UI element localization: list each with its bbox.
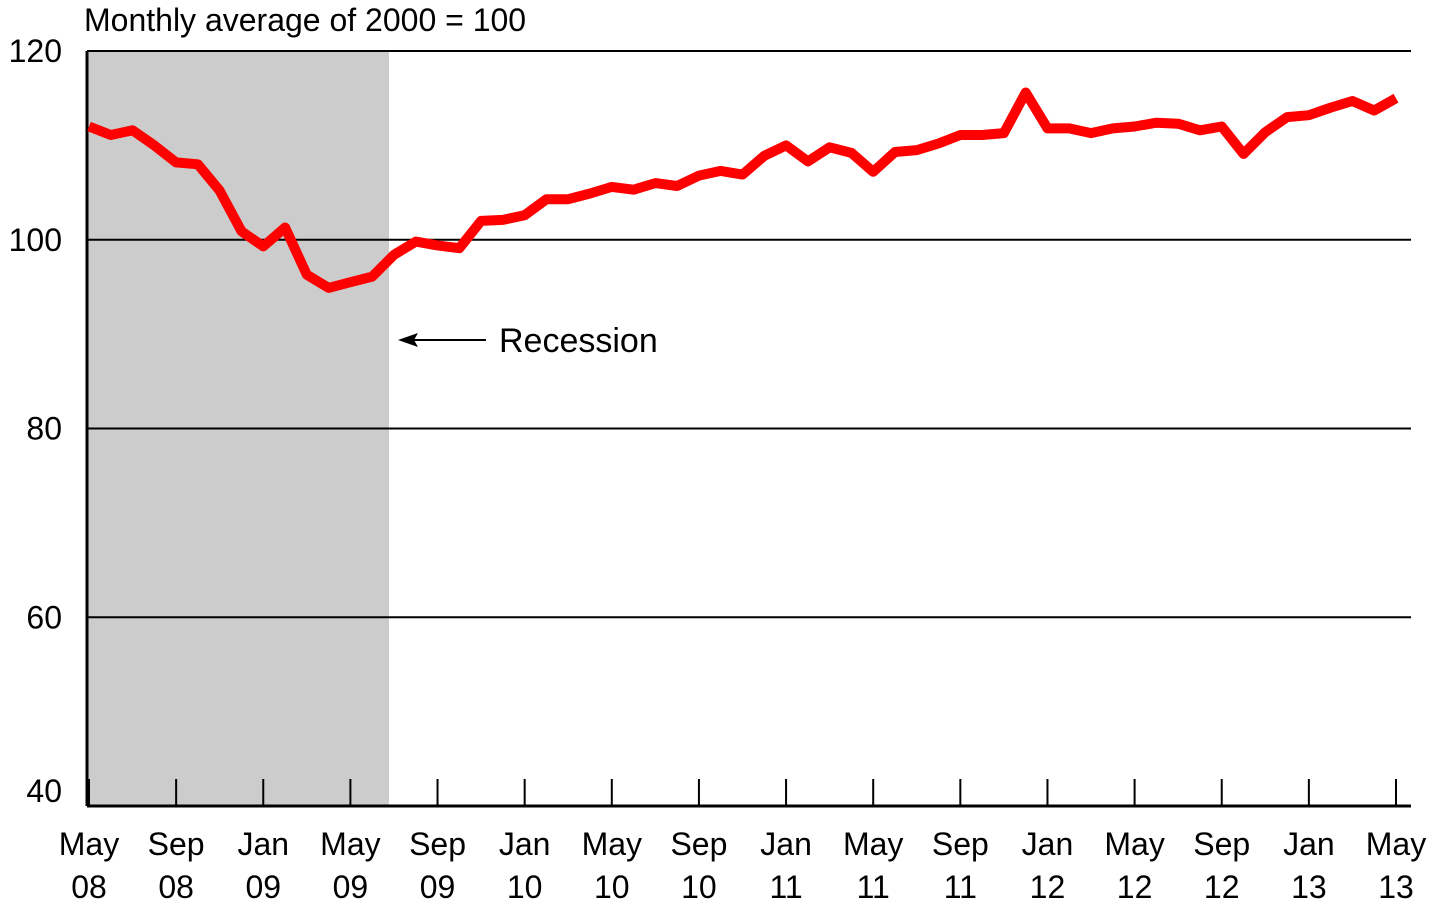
- y-tick-label-60: 60: [26, 599, 62, 635]
- x-tick-month-1: Sep: [148, 826, 205, 862]
- x-tick-month-9: May: [843, 826, 903, 862]
- x-tick-month-0: May: [59, 826, 119, 862]
- x-tick-month-8: Jan: [760, 826, 812, 862]
- x-tick-year-8: 11: [769, 869, 802, 905]
- x-tick-month-14: Jan: [1283, 826, 1335, 862]
- x-tick-year-1: 08: [158, 869, 194, 905]
- x-tick-year-15: 13: [1378, 869, 1414, 905]
- recession-annotation: Recession: [398, 322, 658, 360]
- y-tick-label-40: 40: [26, 773, 62, 809]
- y-tick-label-80: 80: [26, 411, 62, 447]
- gridlines: [87, 50, 1411, 619]
- series-line: [87, 87, 1399, 293]
- x-tick-year-2: 09: [245, 869, 281, 905]
- y-tick-label-120: 120: [9, 33, 62, 69]
- x-tick-month-6: May: [582, 826, 642, 862]
- y-tick-label-100: 100: [9, 222, 62, 258]
- x-tick-year-13: 12: [1204, 869, 1240, 905]
- x-tick-month-13: Sep: [1193, 826, 1250, 862]
- x-tick-month-12: May: [1104, 826, 1164, 862]
- x-tick-month-2: Jan: [237, 826, 289, 862]
- x-tick-month-3: May: [320, 826, 380, 862]
- recession-label: Recession: [499, 322, 658, 360]
- x-tick-year-6: 10: [594, 869, 630, 905]
- x-tick-year-3: 09: [333, 869, 369, 905]
- x-tick-month-15: May: [1366, 826, 1426, 862]
- axes: [85, 51, 1411, 808]
- x-tick-year-5: 10: [507, 869, 543, 905]
- x-tick-year-4: 09: [420, 869, 456, 905]
- x-tick-month-10: Sep: [932, 826, 989, 862]
- y-tick-labels: 40 60 80 100 120: [9, 33, 62, 809]
- x-tick-year-12: 12: [1117, 869, 1153, 905]
- y-axis-label: Monthly average of 2000 = 100: [84, 2, 526, 38]
- x-tick-year-10: 11: [944, 869, 977, 905]
- x-tick-year-14: 13: [1291, 869, 1327, 905]
- x-tick-labels: May 08 Sep 08 Jan 09 May 09 Sep 09 Jan 10 May 10 Sep 10…: [59, 826, 1426, 905]
- x-tick-year-0: 08: [71, 869, 107, 905]
- x-tick-month-7: Sep: [670, 826, 727, 862]
- x-tick-year-11: 12: [1030, 869, 1066, 905]
- x-tick-year-7: 10: [681, 869, 717, 905]
- x-tick-month-11: Jan: [1022, 826, 1074, 862]
- x-tick-month-5: Jan: [499, 826, 551, 862]
- arrowhead-icon: [398, 333, 418, 347]
- x-tick-marks: [88, 779, 1397, 806]
- x-tick-month-4: Sep: [409, 826, 466, 862]
- x-tick-year-9: 11: [857, 869, 890, 905]
